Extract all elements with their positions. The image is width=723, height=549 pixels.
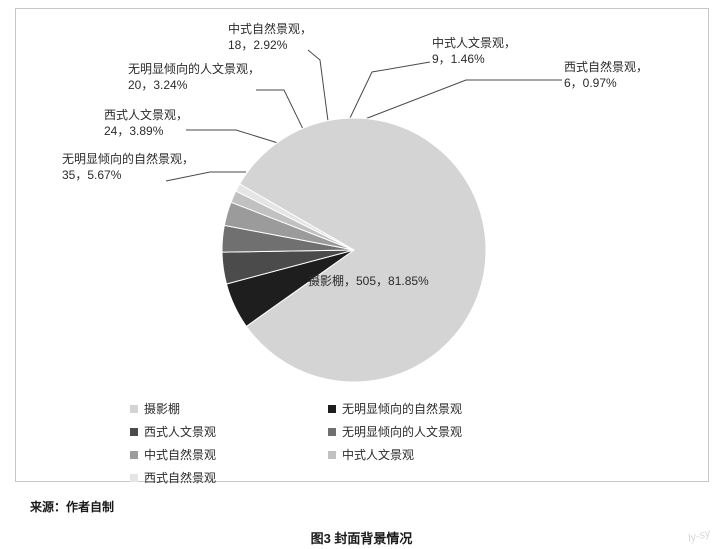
source-note: 来源：作者自制 [30, 498, 114, 515]
label-natural_none: 无明显倾向的自然景观，35，5.67% [62, 152, 194, 183]
legend-item-western_human: 西式人文景观 [130, 423, 306, 440]
legend-item-natural_none: 无明显倾向的自然景观 [328, 400, 504, 417]
label-cn_natural: 中式自然景观，18，2.92% [228, 22, 312, 53]
label-cn_human: 中式人文景观，9，1.46% [432, 36, 516, 67]
legend-item-cn_natural: 中式自然景观 [130, 446, 306, 463]
legend-label-western_human: 西式人文景观 [144, 423, 216, 440]
label-western_human: 西式人文景观，24，3.89% [104, 108, 188, 139]
legend-swatch-natural_none [328, 405, 336, 413]
legend-label-studio: 摄影棚 [144, 400, 180, 417]
legend-swatch-studio [130, 405, 138, 413]
figure-caption: 图3 封面背景情况 [0, 528, 723, 547]
legend-label-cn_natural: 中式自然景观 [144, 446, 216, 463]
legend-swatch-human_none [328, 428, 336, 436]
legend-label-human_none: 无明显倾向的人文景观 [342, 423, 462, 440]
figure-panel: 中式自然景观，18，2.92% 无明显倾向的人文景观，20，3.24% 中式人文景观… [0, 0, 723, 549]
legend-item-cn_human: 中式人文景观 [328, 446, 504, 463]
label-human_none: 无明显倾向的人文景观，20，3.24% [128, 62, 260, 93]
legend-label-western_nat: 西式自然景观 [144, 469, 216, 486]
legend-swatch-western_human [130, 428, 138, 436]
center-slice-label: 摄影棚，505，81.85% [308, 272, 429, 289]
legend-label-cn_human: 中式人文景观 [342, 446, 414, 463]
legend-swatch-cn_human [328, 451, 336, 459]
legend-item-human_none: 无明显倾向的人文景观 [328, 423, 504, 440]
legend-item-studio: 摄影棚 [130, 400, 306, 417]
legend-label-natural_none: 无明显倾向的自然景观 [342, 400, 462, 417]
legend: 摄影棚 无明显倾向的自然景观西式人文景观 无明显倾向的人文景观中式自然景观 中式人文景… [130, 400, 670, 492]
legend-item-western_nat: 西式自然景观 [130, 469, 306, 486]
pie-chart [220, 116, 488, 384]
legend-swatch-cn_natural [130, 451, 138, 459]
label-western_nat: 西式自然景观，6，0.97% [564, 60, 648, 91]
legend-swatch-western_nat [130, 474, 138, 482]
